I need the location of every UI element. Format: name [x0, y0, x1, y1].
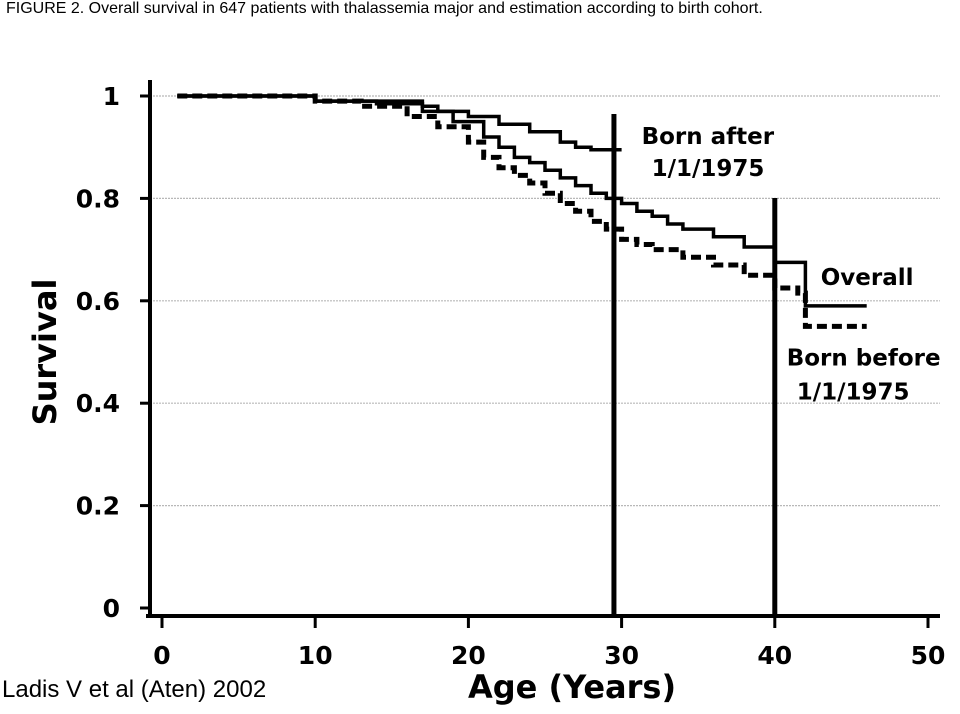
reference-lines	[611, 114, 778, 616]
y-tick-label: 0	[103, 594, 120, 623]
y-tick-label: 0.6	[76, 287, 120, 316]
series-annotation: Born before 1/1/1975	[787, 345, 941, 405]
x-tick-label: 30	[604, 641, 639, 670]
y-tick-label: 0.4	[76, 389, 120, 418]
x-tick-label: 50	[911, 641, 946, 670]
y-tick-label: 0.2	[76, 492, 120, 521]
y-axis-title: Survival	[26, 279, 64, 426]
x-tick-label: 20	[451, 641, 486, 670]
annotations: Born after 1/1/1975 Overall Born before 1/1/…	[642, 124, 941, 406]
y-tick-label: 0.8	[76, 184, 120, 213]
axes	[140, 80, 940, 628]
y-tick-label: 1	[103, 82, 120, 111]
series-lines	[177, 93, 867, 329]
x-tick-label: 40	[757, 641, 792, 670]
x-axis-title: Age (Years)	[468, 668, 676, 706]
x-tick-label: 0	[153, 641, 170, 670]
x-tick-label: 10	[298, 641, 333, 670]
gridlines	[150, 95, 940, 507]
figure-caption: FIGURE 2. Overall survival in 647 patien…	[6, 0, 763, 17]
series-annotation: Born after 1/1/1975	[642, 124, 775, 182]
series-line-2	[177, 93, 867, 329]
source-credit: Ladis V et al (Aten) 2002	[2, 676, 267, 703]
tick-labels: 00.20.40.60.810 10 20 30 40 50	[76, 82, 946, 670]
series-line-1	[177, 94, 867, 308]
series-annotation: Overall	[821, 265, 914, 291]
